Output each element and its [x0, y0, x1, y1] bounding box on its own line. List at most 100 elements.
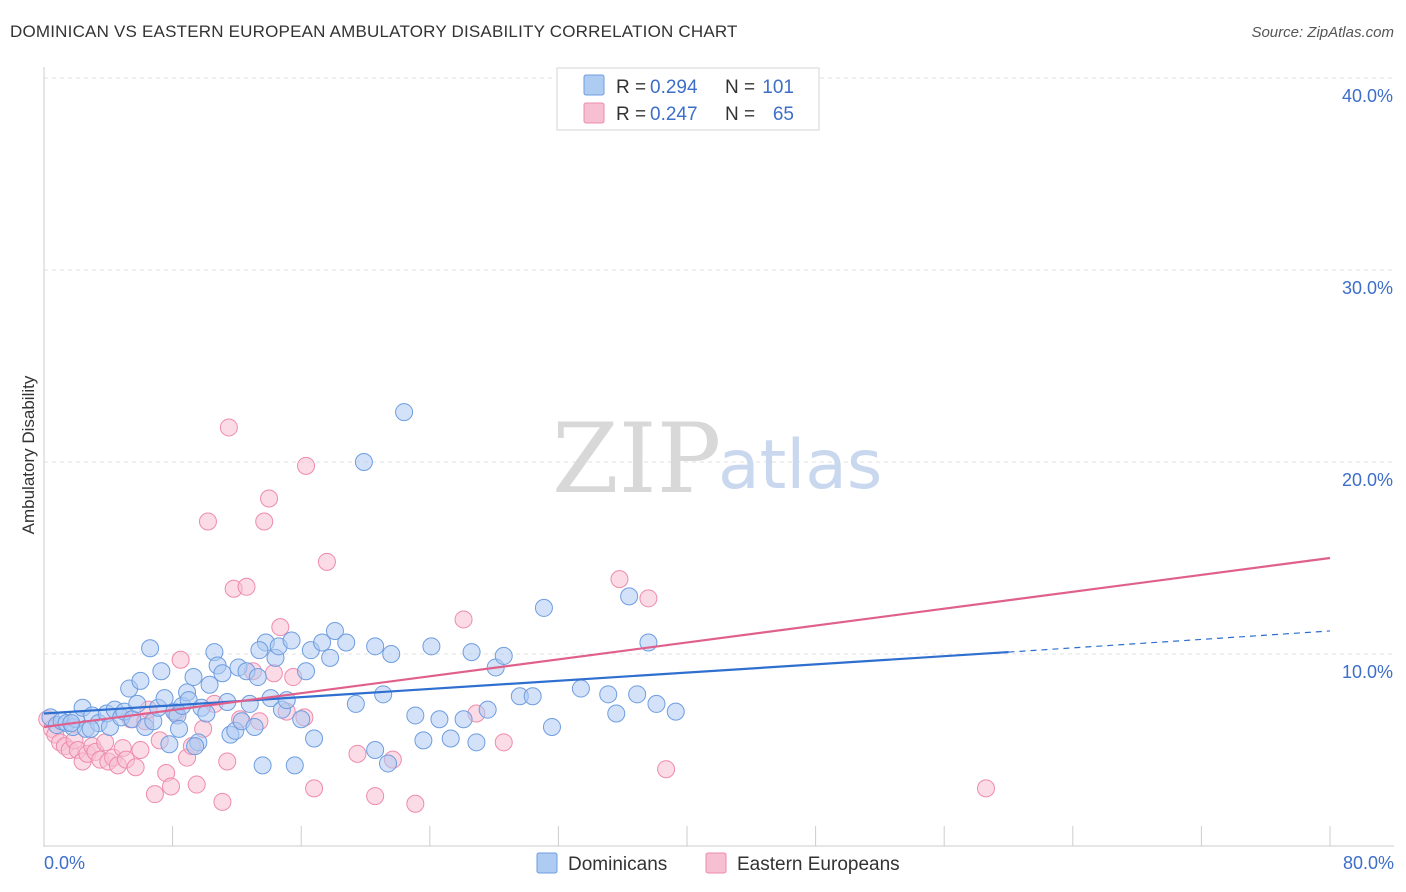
legend-swatch-eastern-europeans	[583, 102, 605, 124]
watermark-atlas: atlas	[718, 426, 882, 505]
dominicans-point	[366, 741, 385, 759]
eastern-europeans-point	[264, 664, 283, 683]
dominicans-point	[282, 631, 301, 650]
legend-r-label-2: R =	[616, 104, 646, 125]
eastern-europeans-point	[213, 792, 232, 811]
eastern-europeans-trend-line	[43, 556, 1331, 729]
dominicans-point	[628, 685, 647, 704]
dominicans-point	[313, 633, 332, 652]
bottom-legend-dominicans: Dominicans	[568, 854, 667, 875]
dominicans-point	[240, 694, 259, 713]
dominicans-point	[160, 735, 179, 754]
dominicans-point	[305, 729, 324, 748]
dominicans-point	[467, 733, 486, 752]
legend-r-value-1: 0.294	[650, 77, 698, 98]
y-tick-label: 10.0%	[1342, 662, 1393, 682]
dominicans-point	[542, 717, 561, 736]
dominicans-point	[647, 694, 666, 713]
dominicans-point	[395, 403, 414, 422]
dominicans-point	[430, 710, 449, 729]
x-tick-label-min: 0.0%	[44, 853, 85, 873]
dominicans-point	[213, 664, 232, 683]
dominicans-trend-extension	[1008, 630, 1331, 653]
dominicans-point	[478, 700, 497, 719]
eastern-europeans-point	[271, 618, 290, 637]
dominicans-point	[285, 756, 304, 775]
dominicans-point	[422, 637, 441, 656]
eastern-europeans-point	[145, 785, 164, 804]
dominicans-point	[186, 737, 205, 756]
dominicans-point	[346, 694, 365, 713]
chart-title: DOMINICAN VS EASTERN EUROPEAN AMBULATORY…	[10, 22, 738, 41]
y-tick-label: 20.0%	[1342, 470, 1393, 490]
dominicans-point	[494, 646, 513, 665]
eastern-europeans-point	[494, 733, 513, 752]
dominicans-point	[250, 641, 269, 660]
legend-n-value-1: 101	[762, 77, 794, 98]
trend-lines	[43, 556, 1331, 729]
legend-n-label-1: N =	[725, 77, 755, 98]
dominicans-point	[337, 633, 356, 652]
dominicans-point	[245, 717, 264, 736]
eastern-europeans-point	[454, 610, 473, 629]
x-tick-label-max: 80.0%	[1343, 853, 1394, 873]
eastern-europeans-point	[237, 577, 256, 596]
dominicans-point	[366, 637, 385, 656]
dominicans-point	[374, 685, 393, 704]
dominicans-point	[200, 675, 219, 694]
dominicans-trend-line	[43, 650, 1009, 715]
dominicans-point	[599, 685, 618, 704]
dominicans-point	[441, 729, 460, 748]
eastern-europeans-point	[198, 512, 217, 531]
dominicans-point	[253, 756, 272, 775]
dominicans-point	[620, 587, 639, 606]
dominicans-point	[297, 662, 316, 681]
dominicans-point	[197, 704, 216, 723]
dominicans-point	[379, 754, 398, 773]
dominicans-point	[248, 668, 267, 687]
dominicans-point	[292, 710, 311, 729]
eastern-europeans-point	[976, 779, 995, 798]
eastern-europeans-point	[366, 787, 385, 806]
dominicans-point	[571, 679, 590, 698]
legend-r-value-2: 0.247	[650, 104, 698, 125]
dominicans-point	[454, 710, 473, 729]
eastern-europeans-point	[131, 741, 150, 759]
eastern-europeans-point	[305, 779, 324, 798]
grid-lines	[44, 77, 1394, 655]
legend-r-label-1: R =	[616, 77, 646, 98]
dominicans-point	[141, 639, 160, 658]
dominicans-point	[131, 671, 150, 690]
eastern-europeans-point	[657, 760, 676, 779]
eastern-europeans-point	[406, 794, 425, 813]
eastern-europeans-point	[639, 589, 658, 608]
dominicans-point	[184, 668, 203, 687]
eastern-europeans-point	[348, 744, 367, 763]
eastern-europeans-point	[297, 456, 316, 475]
y-axis-label: Ambulatory Disability	[19, 375, 38, 534]
dominicans-point	[607, 704, 626, 723]
eastern-europeans-point	[126, 758, 145, 777]
eastern-europeans-point	[171, 650, 190, 669]
dominicans-point	[534, 598, 553, 617]
dominicans-point	[325, 621, 344, 640]
eastern-europeans-point	[260, 489, 279, 508]
eastern-europeans-point	[255, 512, 274, 531]
source-label: Source: ZipAtlas.com	[1251, 24, 1394, 41]
dominicans-point	[354, 453, 373, 471]
dominicans-point	[321, 648, 340, 667]
watermark: ZIP atlas	[552, 403, 882, 515]
dominicans-points	[41, 403, 685, 775]
eastern-europeans-point	[218, 752, 237, 771]
y-tick-label: 30.0%	[1342, 278, 1393, 298]
dominicans-point	[81, 719, 100, 738]
bottom-legend: Dominicans Eastern Europeans	[536, 852, 900, 875]
y-tick-labels: 10.0% 20.0% 30.0% 40.0%	[1342, 86, 1393, 682]
dominicans-point	[523, 687, 542, 706]
dominicans-point	[128, 694, 147, 713]
bottom-legend-swatch-dominicans	[536, 852, 558, 874]
dominicans-point	[406, 706, 425, 725]
legend-swatch-dominicans	[583, 74, 605, 96]
eastern-europeans-point	[96, 733, 115, 752]
